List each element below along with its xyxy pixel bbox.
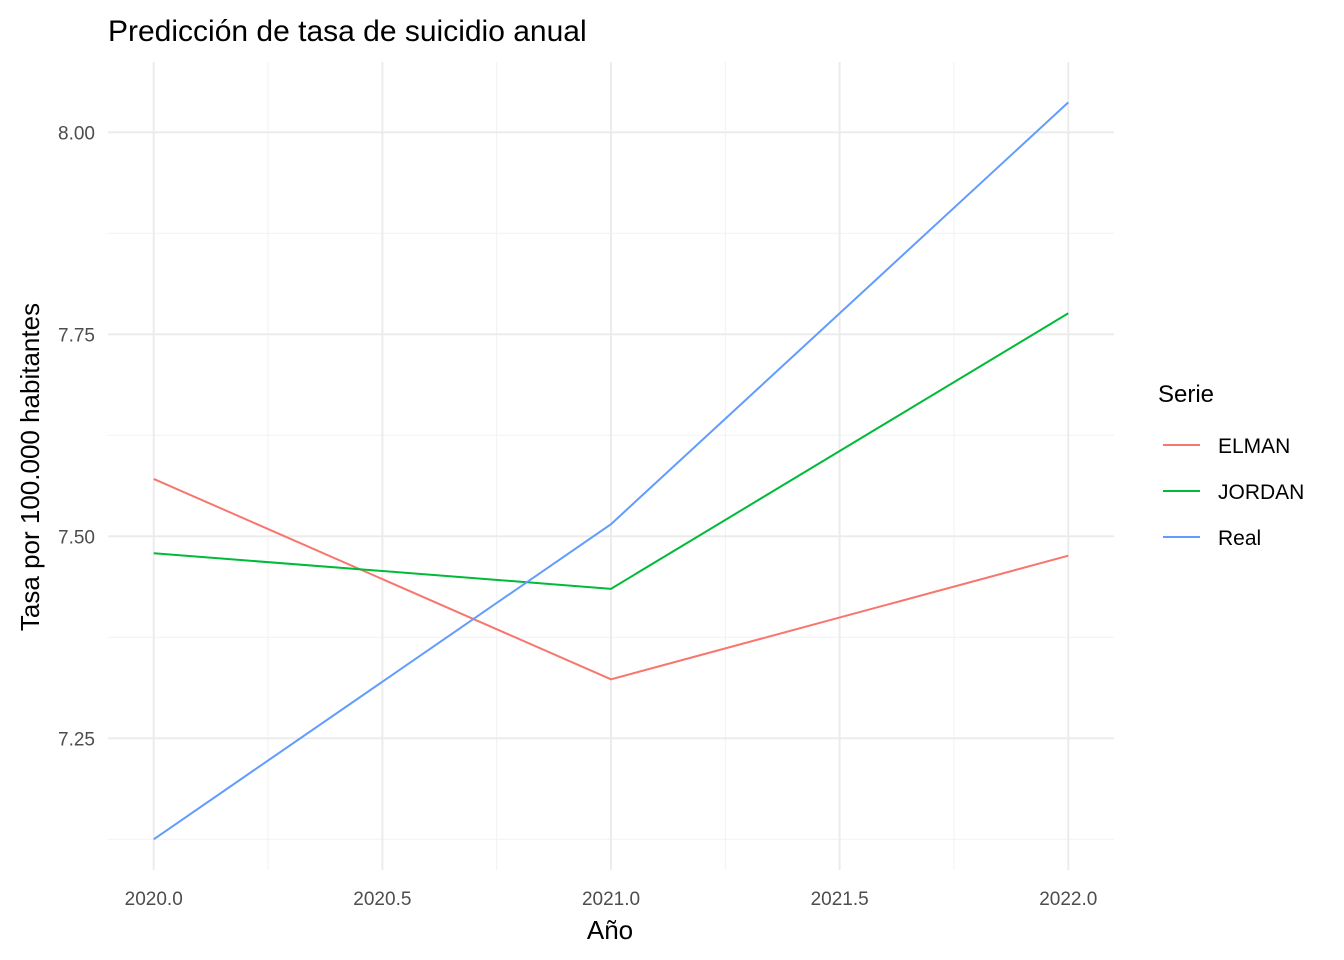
y-tick-label: 7.25 — [58, 729, 95, 750]
series-line-real — [153, 101, 1069, 841]
x-tick-label: 2020.0 — [125, 889, 183, 910]
x-tick-label: 2020.5 — [353, 889, 411, 910]
legend-item-real: Real — [1163, 527, 1261, 550]
y-axis-tick-labels: 7.25 7.50 7.75 8.00 — [58, 123, 95, 750]
x-axis-tick-labels: 2020.0 2020.5 2021.0 2021.5 2022.0 — [125, 889, 1098, 910]
legend-item-jordan: JORDAN — [1163, 481, 1304, 504]
y-tick-label: 7.50 — [58, 527, 95, 548]
legend: Serie ELMAN JORDAN Real — [1158, 381, 1304, 550]
y-tick-label: 7.75 — [58, 325, 95, 346]
legend-item-elman: ELMAN — [1163, 435, 1290, 458]
x-tick-label: 2021.5 — [811, 889, 869, 910]
grid — [108, 62, 1114, 870]
legend-label: ELMAN — [1218, 435, 1290, 458]
x-tick-label: 2022.0 — [1039, 889, 1097, 910]
chart-title: Predicción de tasa de suicidio anual — [108, 15, 587, 48]
series-line-elman — [153, 478, 1069, 681]
legend-items: ELMAN JORDAN Real — [1163, 435, 1304, 550]
x-axis-title: Año — [587, 915, 633, 945]
legend-label: JORDAN — [1218, 481, 1304, 504]
legend-label: Real — [1218, 527, 1261, 550]
y-tick-label: 8.00 — [58, 123, 95, 144]
series-lines — [153, 101, 1069, 841]
x-tick-label: 2021.0 — [582, 889, 640, 910]
series-line-jordan — [153, 312, 1069, 590]
y-axis-title: Tasa por 100.000 habitantes — [15, 303, 45, 631]
legend-title: Serie — [1158, 381, 1214, 408]
